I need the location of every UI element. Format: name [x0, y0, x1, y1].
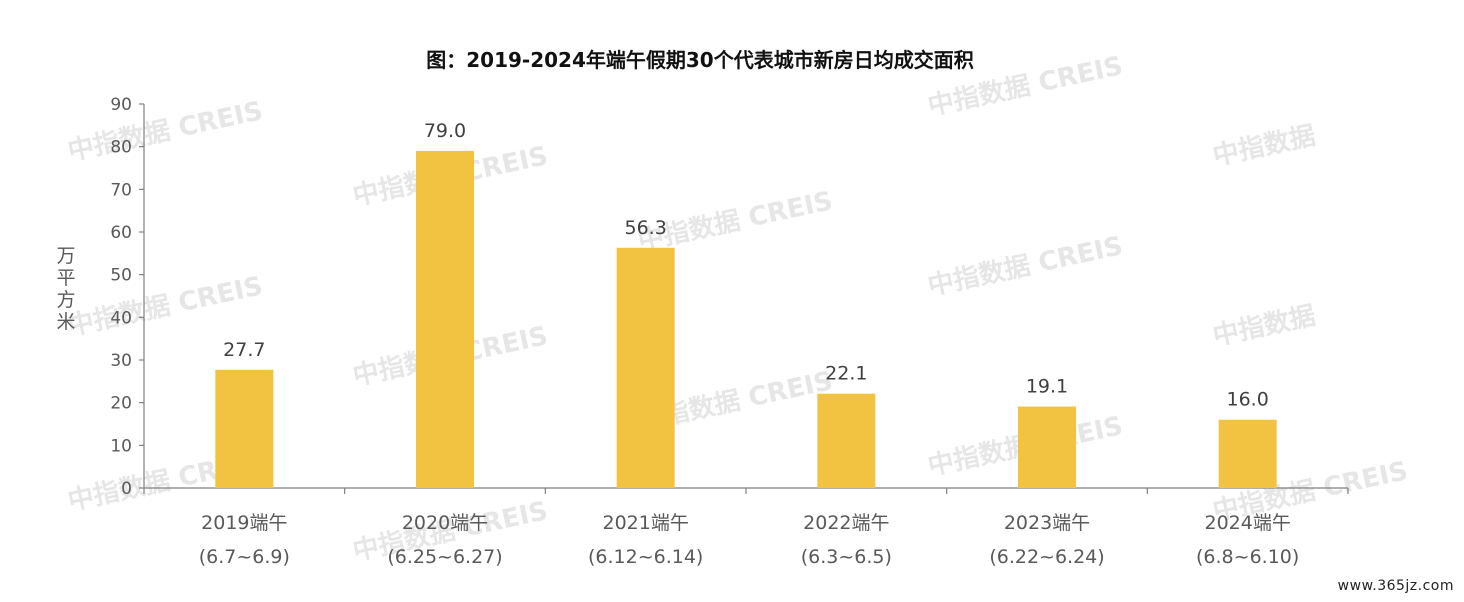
- x-tick-label: 2024端午: [1204, 512, 1290, 534]
- watermark-text: 中指数据 CREIS: [925, 51, 1125, 122]
- x-tick-label: 2020端午: [402, 512, 488, 534]
- data-label: 27.7: [223, 339, 265, 361]
- y-tick-label: 90: [110, 95, 132, 115]
- y-tick-label: 40: [110, 308, 132, 328]
- bars: [215, 150, 1277, 488]
- y-tick-label: 50: [110, 266, 132, 286]
- y-tick-label: 30: [110, 351, 132, 371]
- y-axis-label-char: 万: [56, 245, 75, 267]
- data-label: 16.0: [1227, 389, 1269, 411]
- bar: [1218, 419, 1277, 488]
- y-axis-label-char: 平: [56, 267, 75, 289]
- data-label: 22.1: [825, 363, 867, 385]
- watermark-text: 中指数据: [1210, 121, 1318, 172]
- watermark-text: 中指数据 CREIS: [65, 271, 265, 342]
- data-label: 19.1: [1026, 376, 1068, 398]
- watermark-text: 中指数据 CREIS: [65, 96, 265, 167]
- chart-title: 图：2019-2024年端午假期30个代表城市新房日均成交面积: [426, 48, 974, 72]
- bar: [1018, 406, 1076, 488]
- y-axis-label-char: 米: [56, 311, 75, 333]
- x-tick-sublabel: (6.7~6.9): [199, 546, 290, 568]
- y-tick-label: 60: [110, 223, 132, 243]
- axes: 0 10 20 30 40 50 60 70 80 90 万平方米: [56, 95, 1349, 499]
- x-tick-sublabel: (6.3~6.5): [801, 546, 892, 568]
- x-tick-label: 2022端午: [803, 512, 889, 534]
- y-tick-label: 20: [110, 394, 132, 414]
- y-axis-label-char: 方: [56, 289, 75, 311]
- watermark-layer: 中指数据 CREIS 中指数据 CREIS 中指数据 CREIS 中指数据 CREIS…: [65, 51, 1410, 567]
- watermark-text: 中指数据 CREIS: [925, 231, 1125, 302]
- data-label: 79.0: [424, 120, 466, 142]
- bar: [616, 247, 675, 488]
- y-tick-label: 0: [121, 479, 132, 499]
- x-tick-sublabel: (6.25~6.27): [387, 546, 502, 568]
- x-tick-label: 2019端午: [201, 512, 287, 534]
- bar: [416, 150, 474, 488]
- footer-site-text: www.365jz.com: [1337, 578, 1454, 594]
- x-tick-sublabel: (6.8~6.10): [1196, 546, 1299, 568]
- y-tick-label: 10: [110, 436, 132, 456]
- watermark-text: 中指数据: [1210, 301, 1318, 352]
- y-tick-label: 70: [110, 180, 132, 200]
- bar: [817, 393, 876, 488]
- x-tick-label: 2021端午: [602, 512, 688, 534]
- x-tick-label: 2023端午: [1004, 512, 1090, 534]
- y-tick-label: 80: [110, 138, 132, 158]
- x-tick-sublabel: (6.12~6.14): [588, 546, 703, 568]
- bar: [215, 369, 274, 488]
- y-axis-label: 万平方米: [56, 245, 75, 333]
- labels: 27.7 2019端午 (6.7~6.9) 79.0 2020端午 (6.25~6.27)…: [199, 120, 1300, 568]
- data-label: 56.3: [625, 217, 667, 239]
- x-tick-sublabel: (6.22~6.24): [989, 546, 1104, 568]
